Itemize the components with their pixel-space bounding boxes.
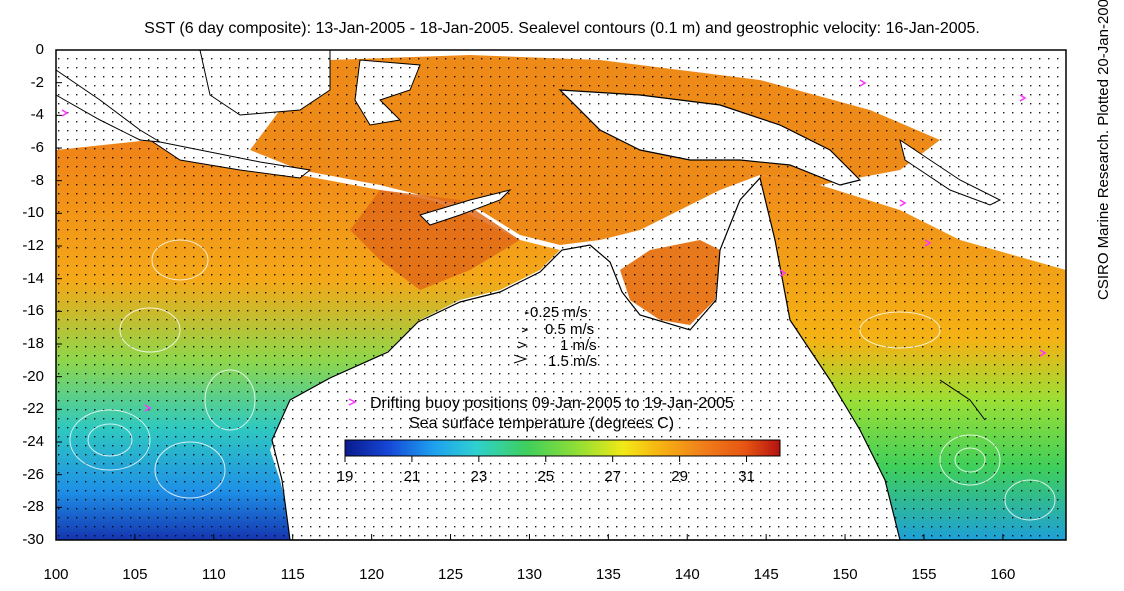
sst-colorbar xyxy=(344,439,781,457)
velocity-legend-3: 1.5 m/s xyxy=(548,353,598,370)
y-tick-marks xyxy=(56,49,62,541)
colorbar-label: 25 xyxy=(537,468,555,485)
y-tick-label: -26 xyxy=(22,465,44,483)
x-tick-label: 120 xyxy=(359,566,385,583)
x-tick-label: 130 xyxy=(516,566,542,583)
y-tick-label: -24 xyxy=(22,433,44,450)
x-tick-label: 150 xyxy=(832,566,858,583)
x-tick-label: 155 xyxy=(911,566,937,583)
x-tick-label: 100 xyxy=(43,566,69,583)
x-tick-label: 135 xyxy=(595,566,621,583)
y-tick-label: -22 xyxy=(22,400,44,418)
x-tick-label: 145 xyxy=(753,566,779,583)
y-tick-label: 0 xyxy=(35,41,44,58)
colorbar-label: 21 xyxy=(403,468,421,485)
buoy-legend-text: Drifting buoy positions 09-Jan-2005 to 1… xyxy=(370,395,734,412)
sealevel-contours xyxy=(69,239,1056,521)
y-tick-label: -10 xyxy=(22,204,44,222)
y-tick-label: -2 xyxy=(30,73,44,91)
y-tick-label: -14 xyxy=(22,269,44,287)
colorbar-label: 27 xyxy=(604,468,622,485)
x-tick-label: 115 xyxy=(280,566,305,583)
axes-frame xyxy=(55,49,1067,541)
velocity-vectors xyxy=(56,50,1066,540)
y-tick-label: -16 xyxy=(22,302,44,320)
colorbar-label: 31 xyxy=(738,468,755,485)
y-tick-label: -28 xyxy=(22,498,44,516)
colorbar-label: 29 xyxy=(671,468,688,485)
y-tick-label: -4 xyxy=(30,106,44,124)
x-tick-label: 160 xyxy=(990,566,1016,583)
y-tick-label: -8 xyxy=(30,171,44,189)
velocity-legend-2: 1 m/s xyxy=(560,337,597,354)
colorbar-title: Sea surface temperature (degrees C) xyxy=(409,415,675,432)
velocity-legend-0: 0.25 m/s xyxy=(530,304,588,321)
x-tick-label: 105 xyxy=(122,566,148,583)
colorbar-label: 19 xyxy=(336,468,354,485)
colorbar-label: 23 xyxy=(470,468,488,485)
buoy-legend-marker xyxy=(348,398,357,406)
x-tick-marks xyxy=(55,534,1004,540)
buoy-markers xyxy=(61,79,1047,412)
y-tick-label: -20 xyxy=(22,367,44,385)
velocity-legend-arrows xyxy=(513,311,530,364)
x-tick-label: 140 xyxy=(674,566,700,583)
y-tick-label: -12 xyxy=(22,237,44,254)
y-tick-label: -30 xyxy=(22,531,44,548)
colorbar-ticks xyxy=(344,456,748,462)
x-tick-label: 125 xyxy=(438,566,464,583)
y-tick-label: -6 xyxy=(30,139,44,156)
x-tick-label: 110 xyxy=(201,566,226,583)
map-title: SST (6 day composite): 13-Jan-2005 - 18-… xyxy=(144,20,980,37)
y-tick-label: -18 xyxy=(22,335,44,352)
velocity-legend-1: 0.5 m/s xyxy=(545,321,595,338)
